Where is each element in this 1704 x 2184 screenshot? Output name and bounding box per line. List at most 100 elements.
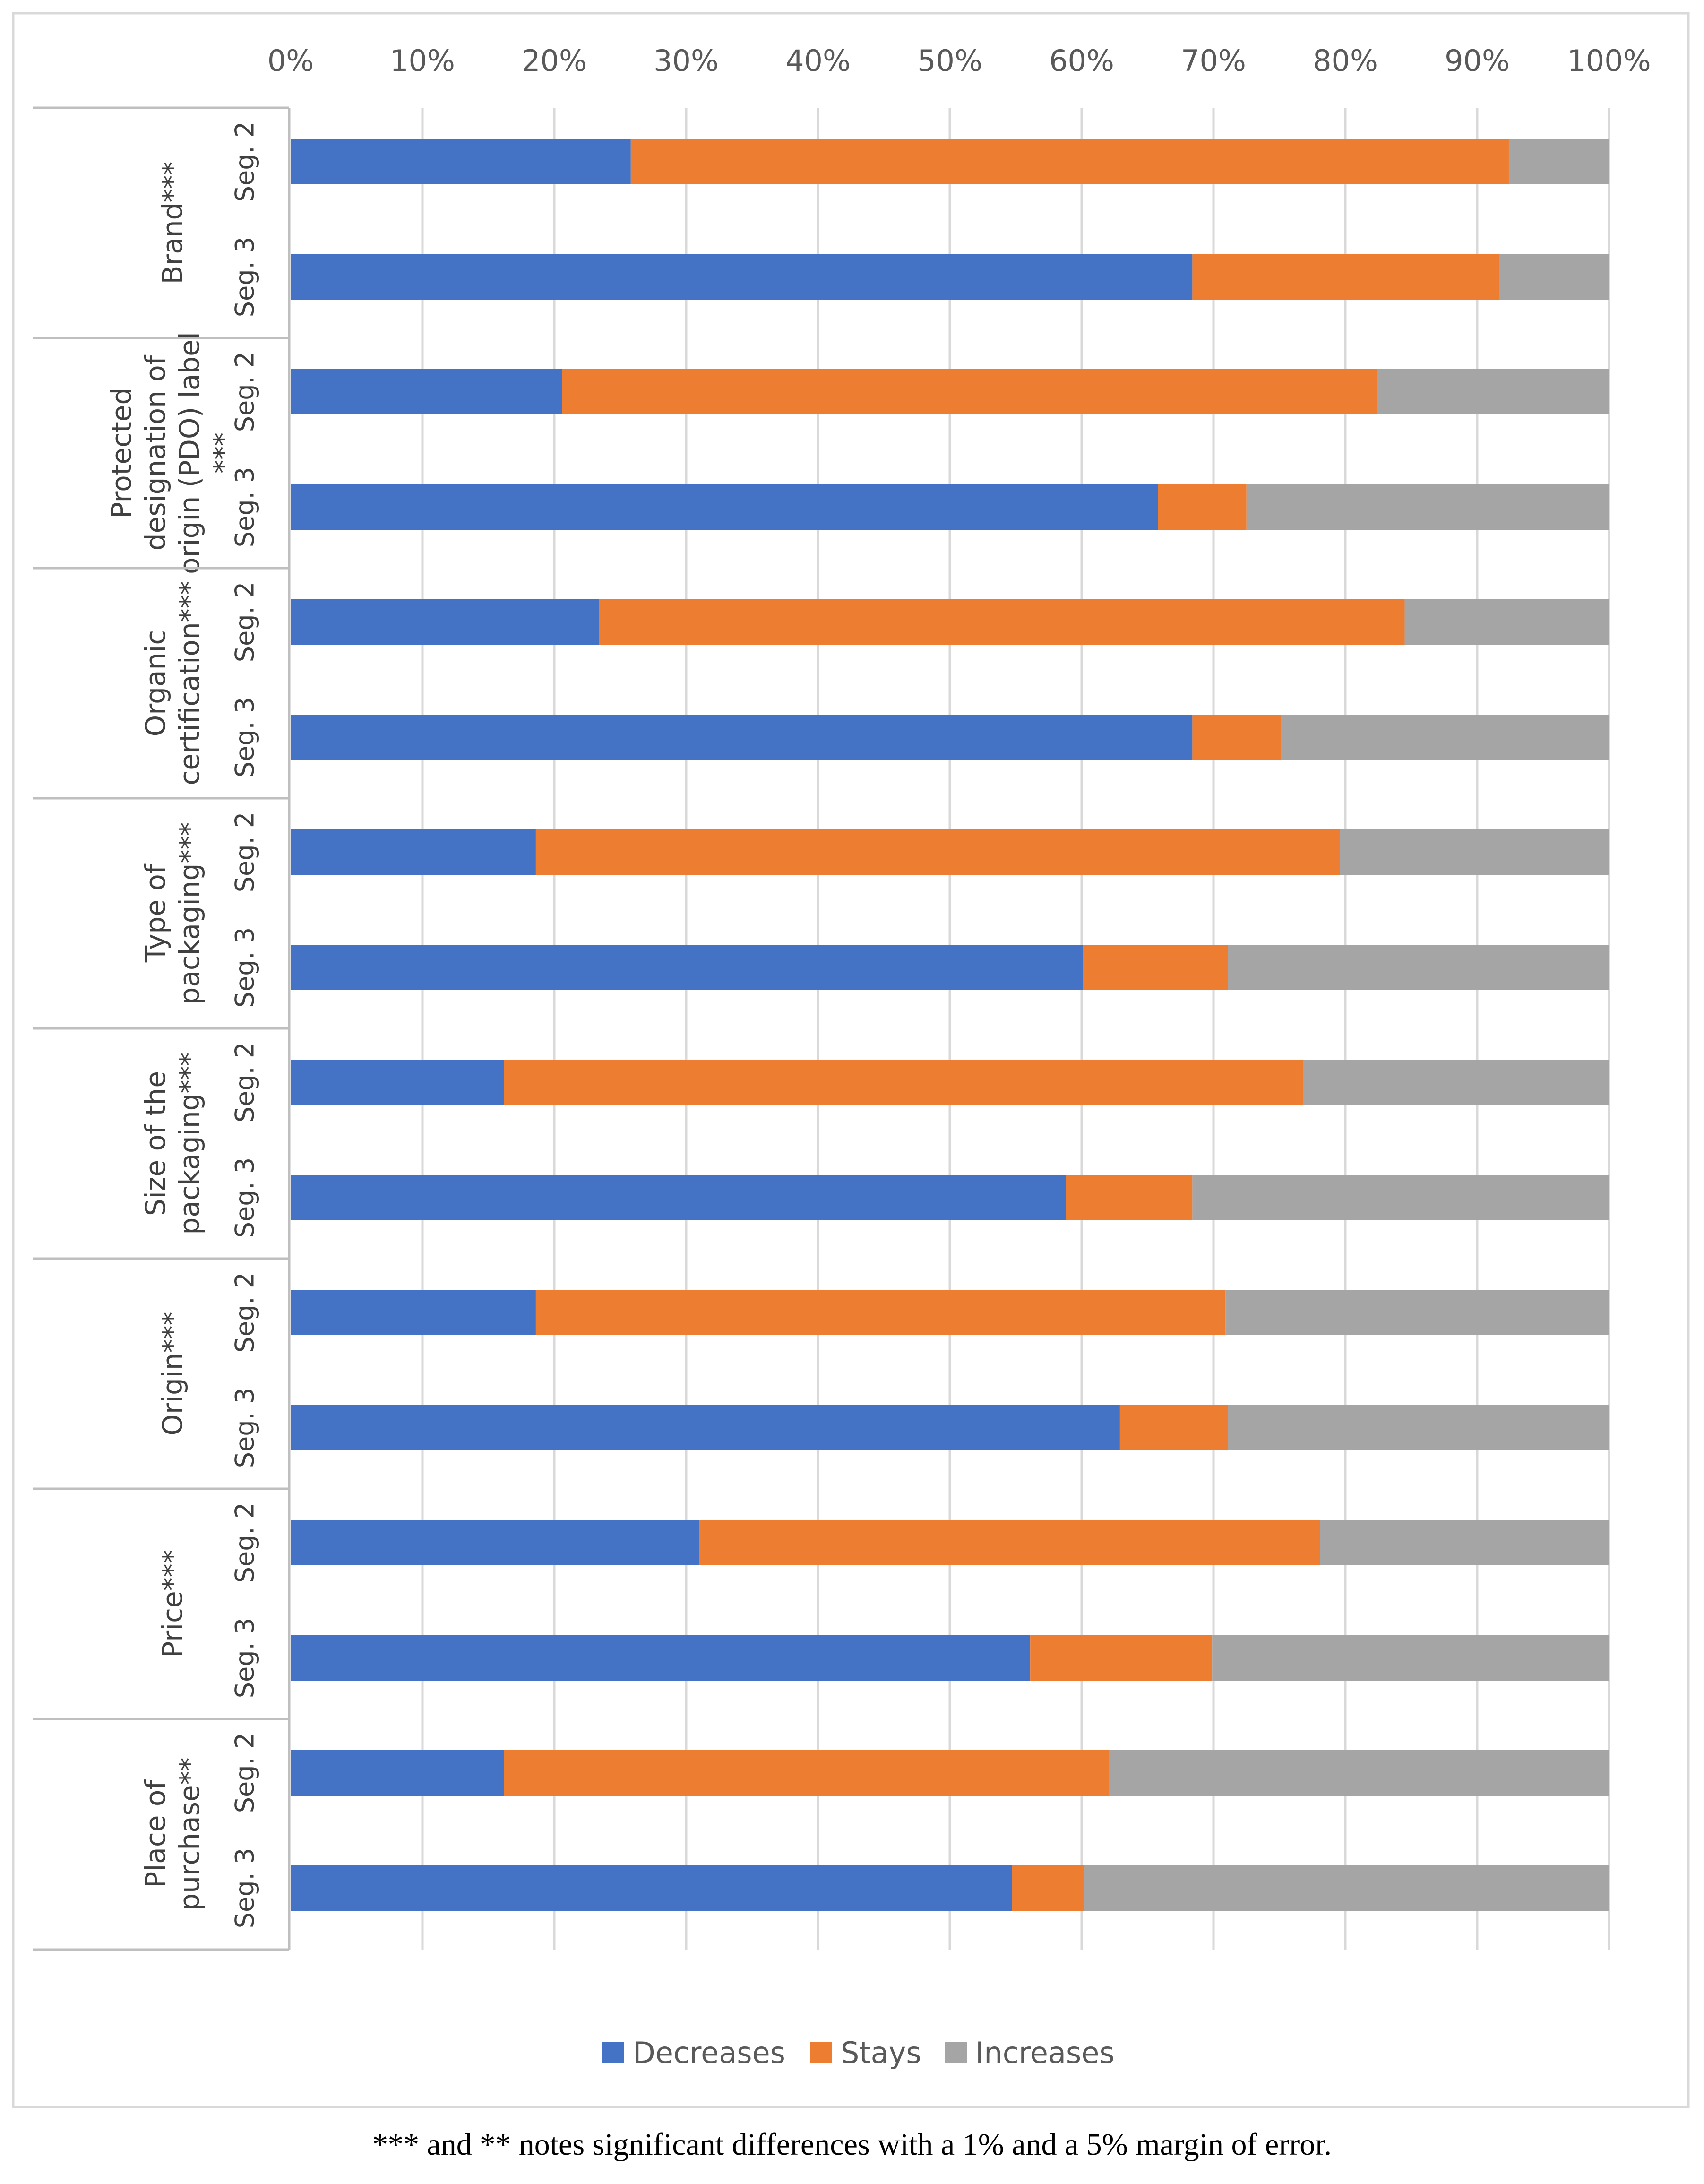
bar-stays [1192, 254, 1500, 300]
bar-decreases [291, 1750, 504, 1796]
bar-stays [699, 1520, 1320, 1565]
category-label-line: Protected [105, 388, 138, 519]
bar-stays [1119, 1405, 1228, 1450]
bar-decreases [291, 1865, 1012, 1911]
category-label: Protecteddesignation oforigin (PDO) labe… [105, 332, 240, 574]
segment-label: Seg. 3 [230, 927, 260, 1008]
x-tick-label: 0% [267, 43, 314, 78]
segment-label: Seg. 3 [230, 1388, 260, 1468]
category-label-line: designation of [139, 354, 172, 551]
category-label-line: Place of [139, 1779, 172, 1888]
bar-increases [1404, 599, 1609, 645]
segment-label: Seg. 3 [230, 467, 260, 547]
segment-label: Seg. 2 [230, 352, 260, 432]
category-label: Brand*** [156, 162, 189, 285]
bar-stays [1066, 1175, 1193, 1220]
x-tick-label: 20% [522, 43, 587, 78]
segment-label: Seg. 3 [230, 697, 260, 777]
bar-decreases [291, 945, 1083, 990]
bar-decreases [291, 829, 536, 875]
bar-stays [1030, 1635, 1213, 1681]
x-tick-label: 50% [917, 43, 982, 78]
segment-label: Seg. 2 [230, 1272, 260, 1353]
bar-stays [599, 599, 1405, 645]
bar-increases [1212, 1635, 1609, 1681]
x-tick-label: 100% [1567, 43, 1651, 78]
legend-label-stays: Stays [841, 2036, 921, 2070]
bar-increases [1228, 1405, 1609, 1450]
bar-decreases [291, 1635, 1031, 1681]
category-label-line: Origin*** [156, 1312, 189, 1435]
bars [291, 139, 1609, 1911]
category-label-line: *** [207, 432, 240, 474]
x-tick-label: 60% [1049, 43, 1114, 78]
bar-stays [1083, 945, 1228, 990]
category-label-line: origin (PDO) label [173, 332, 206, 574]
bar-stays [562, 369, 1377, 414]
bar-decreases [291, 1060, 504, 1105]
x-tick-label: 70% [1181, 43, 1246, 78]
legend-swatch-decreases [602, 2042, 624, 2063]
bar-increases [1281, 715, 1609, 760]
bar-increases [1192, 1175, 1609, 1220]
bar-stays [1158, 484, 1247, 530]
category-label-line: Organic [139, 630, 172, 737]
x-axis-ticks: 0% 10% 20% 30% 40% 50% 60% 70% 80% 90% 100% [267, 43, 1651, 78]
category-label: Type ofpackaging*** [139, 822, 206, 1005]
segment-label: Seg. 2 [230, 121, 260, 202]
category-label-line: Size of the [139, 1071, 172, 1216]
bar-decreases [291, 254, 1193, 300]
bar-increases [1228, 945, 1609, 990]
segment-label: Seg. 3 [230, 1848, 260, 1928]
category-label-line: purchase** [173, 1757, 206, 1910]
bar-increases [1246, 484, 1609, 530]
bar-increases [1225, 1290, 1609, 1335]
bar-stays [630, 139, 1509, 184]
bar-increases [1303, 1060, 1609, 1105]
category-label-line: Brand*** [156, 162, 189, 285]
bar-stays [504, 1060, 1303, 1105]
bar-decreases [291, 1520, 699, 1565]
segment-label: Seg. 3 [230, 1618, 260, 1698]
segment-label: Seg. 3 [230, 1157, 260, 1238]
segment-label: Seg. 2 [230, 1502, 260, 1583]
footnote: *** and ** notes significant differences… [372, 2127, 1332, 2162]
x-tick-label: 80% [1313, 43, 1378, 78]
category-label: Size of thepackaging*** [139, 1053, 206, 1235]
category-label: Price*** [156, 1550, 189, 1658]
bar-increases [1508, 139, 1609, 184]
legend-swatch-increases [945, 2042, 967, 2063]
segment-label: Seg. 2 [230, 1733, 260, 1813]
legend: Decreases Stays Increases [602, 2036, 1115, 2070]
segment-label: Seg. 3 [230, 237, 260, 317]
x-tick-label: 90% [1445, 43, 1510, 78]
bar-increases [1499, 254, 1609, 300]
bar-stays [535, 829, 1340, 875]
bar-decreases [291, 369, 562, 414]
category-label-line: Type of [139, 863, 172, 963]
segment-label: Seg. 2 [230, 582, 260, 662]
legend-label-increases: Increases [975, 2036, 1115, 2070]
category-label-line: packaging*** [173, 822, 206, 1005]
x-tick-label: 10% [390, 43, 455, 78]
bar-decreases [291, 139, 631, 184]
category-label: Origin*** [156, 1312, 189, 1435]
bar-increases [1320, 1520, 1609, 1565]
category-label-line: packaging*** [173, 1053, 206, 1235]
bar-stays [535, 1290, 1226, 1335]
bar-stays [1012, 1865, 1084, 1911]
bar-decreases [291, 715, 1193, 760]
bar-decreases [291, 1290, 536, 1335]
bar-decreases [291, 484, 1158, 530]
x-tick-label: 30% [654, 43, 719, 78]
x-tick-label: 40% [785, 43, 851, 78]
bar-stays [504, 1750, 1110, 1796]
bar-increases [1377, 369, 1609, 414]
segment-label: Seg. 2 [230, 1042, 260, 1122]
category-label: Organiccertification*** [139, 581, 206, 785]
segment-label: Seg. 2 [230, 812, 260, 892]
legend-label-decreases: Decreases [633, 2036, 785, 2070]
bar-increases [1084, 1865, 1609, 1911]
